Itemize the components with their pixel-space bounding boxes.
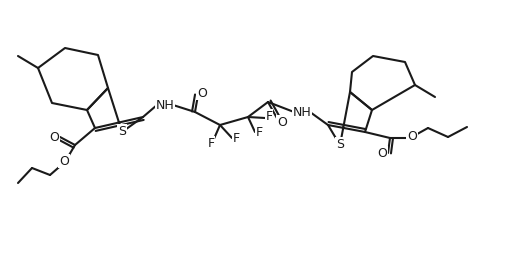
Text: O: O (376, 146, 386, 160)
Text: O: O (49, 130, 59, 144)
Text: F: F (207, 137, 214, 150)
Text: O: O (196, 87, 207, 99)
Text: F: F (255, 125, 262, 139)
Text: S: S (118, 125, 126, 137)
Text: O: O (59, 155, 69, 167)
Text: F: F (265, 109, 272, 123)
Text: O: O (406, 130, 416, 143)
Text: O: O (276, 116, 287, 129)
Text: NH: NH (292, 106, 311, 118)
Text: S: S (335, 137, 344, 151)
Text: F: F (232, 132, 239, 144)
Text: NH: NH (155, 99, 174, 111)
